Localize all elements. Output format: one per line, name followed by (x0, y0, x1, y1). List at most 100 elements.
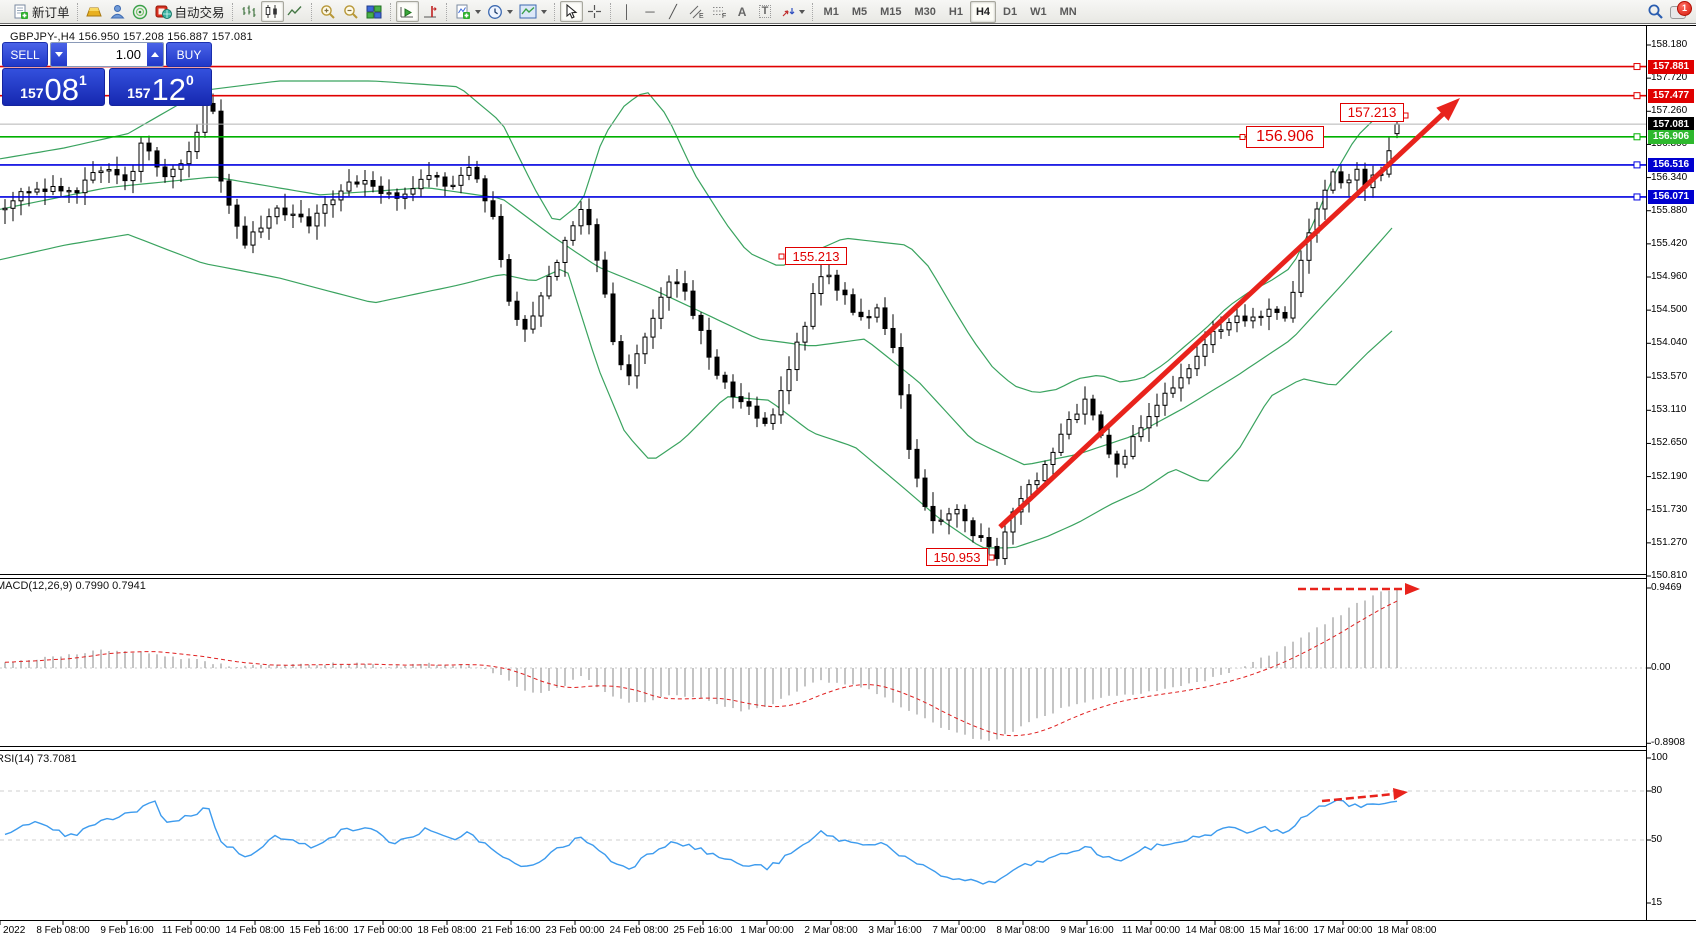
macd-indicator-label: MACD(12,26,9) 0.7990 0.7941 (0, 580, 146, 592)
search-icon[interactable] (1647, 3, 1664, 20)
rsi-pane (0, 788, 1646, 885)
timeframe-m5[interactable]: M5 (851, 5, 868, 18)
chart-symbol-header: GBPJPY-,H4 156.950 157.208 156.887 157.0… (10, 31, 253, 43)
periods-button[interactable] (484, 1, 516, 22)
price-axis-label: 151.730 (1651, 503, 1688, 515)
candle-body (842, 289, 848, 296)
timeframe-h4[interactable]: H4 (969, 0, 997, 23)
candle-body (1178, 377, 1184, 389)
candlestick-chart-button[interactable] (260, 1, 284, 22)
history-center-button[interactable] (83, 1, 106, 22)
timeframe-m15[interactable]: M15 (880, 5, 902, 18)
auto-trading-button[interactable]: 自动交易 (152, 1, 228, 22)
volume-up-button[interactable] (147, 43, 163, 66)
price-axis-badge: 156.071 (1648, 189, 1694, 204)
candle-body (1298, 259, 1304, 293)
candle-body (1266, 308, 1272, 317)
candle-body (1066, 419, 1072, 435)
timeframe-m30[interactable]: M30 (914, 5, 936, 18)
indicators-icon (456, 4, 470, 19)
buy-price-display[interactable]: 157 12 0 (109, 68, 212, 106)
arrows-tool-button[interactable] (777, 1, 808, 22)
time-axis-label: 7 Feb 2022 (0, 925, 26, 936)
down-arrow-icon (55, 52, 63, 57)
candle-body (522, 318, 528, 330)
separator (445, 2, 448, 21)
time-axis-label: 2 Mar 08:00 (804, 925, 858, 936)
candle-body (1034, 480, 1040, 486)
price-annotation-150953[interactable]: 150.953 (926, 548, 988, 566)
channel-tool-button[interactable]: E (685, 1, 708, 22)
candle-body (962, 508, 968, 522)
auto-scroll-button[interactable] (395, 1, 419, 22)
tile-windows-button[interactable] (363, 1, 386, 22)
accounts-button[interactable] (106, 1, 129, 22)
volume-down-button[interactable] (51, 43, 67, 66)
volume-input[interactable]: 1.00 (115, 47, 141, 62)
candle-body (994, 545, 1000, 560)
candle-body (1250, 316, 1256, 322)
templates-button[interactable] (516, 1, 550, 22)
time-axis-label: 25 Feb 16:00 (673, 925, 733, 936)
macd-axis-label: 0.9469 (1651, 581, 1682, 593)
price-annotation-157213[interactable]: 157.213 (1340, 103, 1404, 122)
sell-price-big: 08 (44, 71, 80, 107)
indicators-button[interactable] (452, 1, 484, 22)
candle-body (730, 381, 736, 398)
candle-body (10, 200, 16, 209)
line-handle (1633, 193, 1641, 201)
time-axis-label: 18 Mar 08:00 (1377, 925, 1437, 936)
candle-body (74, 190, 80, 194)
notifications-button[interactable]: 1 (1670, 0, 1692, 21)
line-chart-button[interactable] (284, 1, 307, 22)
candle-body (930, 505, 936, 522)
bar-chart-button[interactable] (238, 1, 261, 22)
candle-body (1322, 189, 1328, 210)
annotation-anchor (778, 253, 785, 260)
candle-body (1146, 416, 1152, 429)
sell-button[interactable]: SELL (2, 42, 48, 67)
trendline-tool-button[interactable]: ╱ (662, 1, 685, 22)
zoom-in-button[interactable] (317, 1, 340, 22)
price-annotation-155213[interactable]: 155.213 (785, 247, 847, 265)
chart-shift-button[interactable] (419, 1, 442, 22)
sell-price-display[interactable]: 157 08 1 (2, 68, 105, 106)
candle-body (50, 185, 56, 192)
auto-trading-label: 自动交易 (174, 6, 225, 20)
cursor-tool-button[interactable] (559, 1, 583, 22)
candle-body (298, 213, 304, 218)
candle-body (802, 325, 808, 343)
new-order-button[interactable]: 新订单 (10, 1, 73, 22)
timeframe-mn[interactable]: MN (1059, 5, 1077, 18)
candle-body (1242, 315, 1248, 322)
candle-body (90, 172, 96, 181)
fibonacci-tool-button[interactable]: F (708, 1, 731, 22)
text-label-tool-button[interactable]: T (754, 1, 777, 22)
time-axis-label: 8 Feb 08:00 (36, 925, 90, 936)
candle-body (770, 414, 776, 424)
zoom-out-button[interactable] (340, 1, 363, 22)
buy-button[interactable]: BUY (166, 42, 212, 67)
crosshair-tool-button[interactable] (583, 1, 606, 22)
candle-body (130, 170, 136, 182)
candle-body (762, 417, 768, 424)
broadcast-button[interactable] (129, 1, 152, 22)
separator (811, 2, 814, 21)
candle-body (610, 293, 616, 343)
candle-body (794, 341, 800, 371)
timeframe-w1[interactable]: W1 (1030, 5, 1047, 18)
main-price-pane (0, 63, 1646, 566)
user-icon (109, 5, 125, 19)
timeframe-h1[interactable]: H1 (948, 5, 963, 18)
candle-body (714, 356, 720, 376)
candle-body (938, 519, 944, 522)
text-tool-button[interactable]: A (731, 1, 754, 22)
price-annotation-156906[interactable]: 156.906 (1246, 126, 1324, 148)
timeframe-d1[interactable]: D1 (1003, 5, 1018, 18)
horizontal-line-tool-button[interactable]: ─ (639, 1, 662, 22)
candle-body (634, 353, 640, 377)
timeframe-m1[interactable]: M1 (823, 5, 839, 18)
candle-body (642, 336, 648, 355)
vertical-line-tool-button[interactable]: │ (616, 1, 639, 22)
